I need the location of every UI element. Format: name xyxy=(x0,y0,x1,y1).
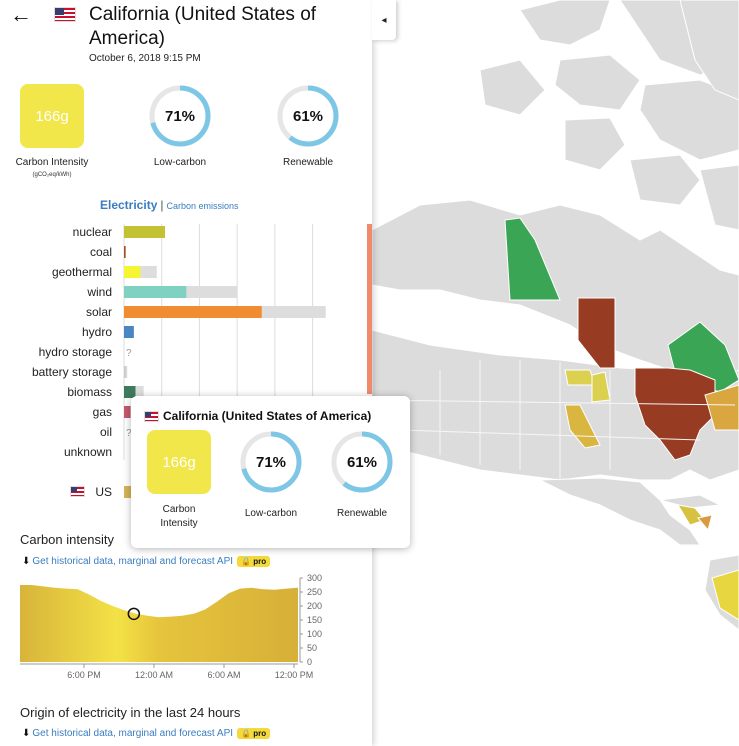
current-time-marker[interactable] xyxy=(127,607,141,621)
carbon-intensity-label: Carbon Intensity xyxy=(15,157,89,168)
tooltip-title: California (United States of America) xyxy=(163,409,372,423)
bar-solar[interactable] xyxy=(124,306,262,318)
tooltip-low-carbon-value: 71% xyxy=(255,453,287,471)
api-link-2[interactable]: ⬇ Get historical data, marginal and forec… xyxy=(22,728,271,739)
y-tick-label: 250 xyxy=(307,587,322,597)
zone-title: California (United States of America) xyxy=(89,4,317,49)
tooltip-renewable-value: 61% xyxy=(346,453,378,471)
tab-electricity[interactable]: Electricity xyxy=(100,198,158,212)
y-tick-label: 200 xyxy=(307,601,322,611)
tooltip-carbon-intensity-label: Carbon Intensity xyxy=(160,504,198,529)
bar-label-solar: solar xyxy=(85,305,112,319)
unknown-value-marker: ? xyxy=(126,428,132,439)
low-carbon-value: 71% xyxy=(164,107,196,125)
carbon-intensity-unit: (gCO₂eq/kWh) xyxy=(32,172,72,178)
bar-label-oil: oil xyxy=(99,425,112,439)
bar-label-biomass: biomass xyxy=(67,385,112,399)
x-tick-label: 12:00 AM xyxy=(135,670,173,680)
tooltip-carbon-intensity-box: 166g xyxy=(147,430,211,494)
bar-label-unknown: unknown xyxy=(63,445,112,459)
renewable-value: 61% xyxy=(292,107,324,125)
bar-label-hydro: hydro xyxy=(81,325,112,339)
zone-details-panel: ← California (United States of America) … xyxy=(0,2,372,739)
download-icon: ⬇ xyxy=(22,728,31,739)
y-tick-label: 150 xyxy=(307,615,322,625)
bar-label-battery-storage: battery storage xyxy=(31,365,112,379)
zone-tooltip: California (United States of America) 16… xyxy=(131,396,410,548)
y-tick-label: 50 xyxy=(307,643,317,653)
collapse-panel-button[interactable]: ◂ xyxy=(372,0,396,40)
bar-label-coal: coal xyxy=(89,245,112,259)
bar-hydro[interactable] xyxy=(124,326,134,338)
renewable-label: Renewable xyxy=(282,157,334,168)
unknown-value-marker: ? xyxy=(126,348,132,359)
bar-label-wind: wind xyxy=(87,285,112,299)
exchange-bar-us[interactable] xyxy=(124,486,132,498)
bar-nuclear[interactable] xyxy=(124,226,165,238)
x-tick-label: 6:00 AM xyxy=(207,670,240,680)
bar-wind[interactable] xyxy=(124,286,187,298)
zone-datetime: October 6, 2018 9:15 PM xyxy=(89,53,201,64)
us-flag-icon xyxy=(54,7,76,22)
y-tick-label: 0 xyxy=(307,657,312,667)
collapse-arrow-icon: ◂ xyxy=(381,14,387,26)
bar-label-nuclear: nuclear xyxy=(72,225,112,239)
carbon-intensity-area[interactable] xyxy=(20,585,298,662)
pro-badge: 🔒 pro xyxy=(237,556,271,567)
tooltip-low-carbon-ring xyxy=(240,431,302,493)
api-link-text[interactable]: Get historical data, marginal and foreca… xyxy=(32,556,234,567)
bar-gas[interactable] xyxy=(124,406,131,418)
low-carbon-label: Low-carbon xyxy=(153,157,207,168)
tooltip-renewable-ring xyxy=(331,431,393,493)
bar-label-geothermal: geothermal xyxy=(51,265,112,279)
bar-coal[interactable] xyxy=(124,246,126,258)
tab-separator: | xyxy=(160,198,164,212)
y-tick-label: 300 xyxy=(307,573,322,583)
carbon-intensity-history-title: Carbon intensity xyxy=(20,532,114,547)
mode-tabs: Electricity | Carbon emissions xyxy=(100,198,239,212)
us-flag-icon xyxy=(144,411,159,422)
y-tick-label: 100 xyxy=(307,629,322,639)
bar-geothermal[interactable] xyxy=(124,266,141,278)
renewable-ring xyxy=(277,85,339,147)
api-link-1[interactable]: ⬇ Get historical data, marginal and forec… xyxy=(22,556,271,567)
production-chart-svg: ?? xyxy=(123,224,326,498)
bar-label-gas: gas xyxy=(92,405,112,419)
download-icon: ⬇ xyxy=(22,556,31,567)
low-carbon-ring xyxy=(149,85,211,147)
api-link-text[interactable]: Get historical data, marginal and foreca… xyxy=(32,728,234,739)
production-breakdown-chart: ?? nuclear coal geothermal wind solar hydro hy… xyxy=(0,220,372,510)
us-flag-icon xyxy=(70,486,85,497)
back-arrow-icon[interactable]: ← xyxy=(10,2,32,27)
scrollbar-thumb[interactable] xyxy=(367,224,372,394)
x-tick-label: 12:00 PM xyxy=(275,670,314,680)
origin-history-title: Origin of electricity in the last 24 hou… xyxy=(20,705,241,720)
bar-battery-storage[interactable] xyxy=(124,366,126,378)
carbon-intensity-history-chart[interactable]: 0 50 100 150 200 250 300 6:00 PM 12:00 AM 6:00 AM… xyxy=(0,570,340,685)
bar-label-hydro-storage: hydro storage xyxy=(38,345,112,359)
tooltip-renewable-label: Renewable xyxy=(336,508,388,519)
bar-biomass[interactable] xyxy=(124,386,136,398)
pro-badge: 🔒 pro xyxy=(237,728,271,739)
carbon-intensity-box: 166g xyxy=(20,84,84,148)
exchange-label-us: US xyxy=(95,485,112,499)
tooltip-low-carbon-label: Low-carbon xyxy=(244,508,298,519)
x-tick-label: 6:00 PM xyxy=(67,670,101,680)
tab-carbon-emissions[interactable]: Carbon emissions xyxy=(166,201,239,211)
